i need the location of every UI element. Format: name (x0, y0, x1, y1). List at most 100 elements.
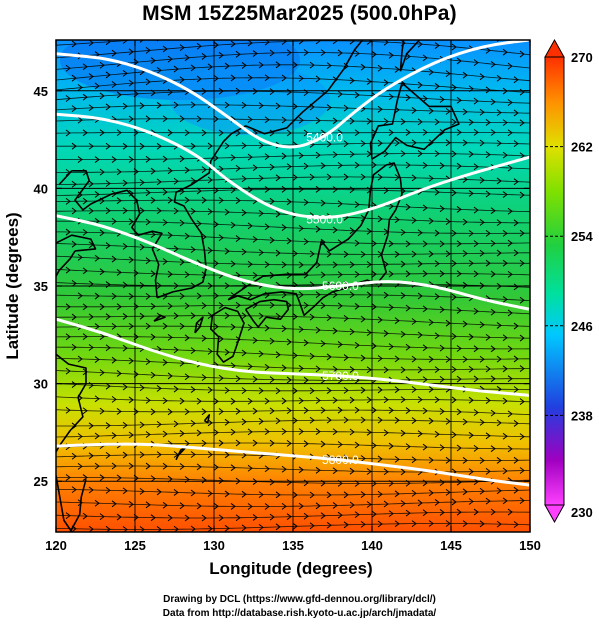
wind-arrow (117, 25, 121, 31)
wind-arrow (213, 429, 219, 436)
wind-arrow (111, 432, 117, 439)
wind-arrow (128, 156, 134, 163)
wind-arrow (388, 240, 394, 248)
wind-arrow (286, 407, 292, 415)
wind-arrow (247, 428, 253, 436)
wind-arrow (388, 304, 394, 311)
wind-arrow (145, 292, 151, 300)
wind-arrow (252, 87, 258, 95)
wind-arrow (349, 428, 355, 436)
wind-arrow (360, 354, 366, 362)
wind-arrow (513, 178, 519, 186)
wind-arrow (286, 479, 292, 486)
wind-arrow (201, 233, 207, 241)
wind-arrow (440, 19, 444, 25)
wind-arrow (468, 498, 474, 505)
wind-arrow (434, 229, 440, 237)
wind-arrow (139, 281, 145, 289)
wind-arrow (247, 464, 253, 472)
wind-arrow (383, 291, 389, 299)
wind-arrow (145, 218, 151, 226)
wind-arrow (213, 463, 219, 471)
wind-arrow (439, 205, 445, 213)
wind-arrow (99, 407, 105, 415)
wind-arrow (88, 180, 94, 188)
wind-arrow (184, 166, 190, 174)
wind-arrow (327, 27, 331, 33)
wind-arrow (292, 61, 298, 69)
wind-arrow (332, 186, 338, 193)
wind-arrow (519, 334, 525, 342)
wind-arrow (303, 339, 309, 347)
wind-arrow (286, 376, 292, 384)
wind-arrow (173, 101, 179, 109)
wind-arrow (145, 115, 151, 123)
wind-arrow (298, 466, 304, 474)
wind-arrow (298, 40, 304, 45)
wind-arrow (315, 428, 321, 435)
wind-arrow (485, 497, 491, 505)
wind-arrow (99, 229, 105, 237)
wind-arrow (128, 292, 134, 300)
wind-arrow (201, 408, 207, 416)
wind-arrow (507, 207, 513, 215)
wind-arrow (332, 327, 338, 335)
wind-arrow (383, 79, 389, 87)
wind-arrow (241, 524, 247, 532)
wind-arrow (162, 397, 168, 405)
wind-arrow (179, 397, 185, 405)
wind-arrow (201, 166, 207, 173)
wind-arrow (207, 451, 213, 459)
wind-arrow (349, 186, 355, 194)
wind-arrow (411, 417, 417, 424)
wind-arrow (502, 467, 508, 475)
wind-arrow (162, 45, 168, 53)
wind-arrow (230, 74, 236, 82)
wind-arrow (167, 196, 173, 204)
wind-arrow (377, 215, 383, 223)
wind-arrow (360, 250, 366, 258)
wind-arrow (377, 455, 383, 463)
wind-arrow (71, 343, 77, 351)
wind-arrow (145, 155, 151, 163)
wind-arrow (105, 71, 111, 79)
wind-arrow (513, 386, 519, 393)
wind-arrow (201, 53, 207, 60)
wind-arrow (71, 279, 77, 287)
wind-arrow (298, 224, 304, 232)
wind-arrow (400, 366, 406, 374)
wind-arrow (77, 116, 83, 124)
wind-arrow (394, 520, 400, 528)
wind-arrow (207, 525, 213, 532)
wind-arrow (88, 486, 94, 494)
y-tick-label: 30 (34, 377, 48, 392)
contour-label: 5600.0 (322, 279, 359, 293)
wind-arrow (303, 512, 309, 520)
wind-arrow (463, 32, 467, 38)
wind-arrow (150, 270, 156, 278)
colorbar-tick-label: 246 (571, 319, 593, 334)
wind-arrow (354, 271, 360, 278)
wind-arrow (473, 206, 479, 214)
wind-arrow (513, 355, 519, 363)
coastline (58, 170, 163, 298)
wind-arrow (145, 78, 151, 86)
wind-arrow (445, 250, 451, 258)
wind-arrow (207, 63, 213, 71)
wind-arrow (411, 107, 417, 114)
wind-arrow (173, 489, 179, 496)
wind-arrow (65, 197, 71, 205)
wind-arrow (230, 154, 236, 161)
wind-arrow (281, 224, 287, 231)
wind-arrow (394, 216, 400, 224)
wind-arrow (445, 355, 451, 363)
wind-arrow (394, 317, 400, 325)
wind-arrow (456, 270, 462, 278)
wind-arrow (128, 218, 134, 226)
wind-arrow (428, 250, 434, 258)
wind-arrow (519, 229, 525, 237)
wind-arrow (287, 17, 291, 23)
wind-arrow (496, 487, 502, 495)
wind-arrow (507, 271, 513, 278)
wind-arrow (485, 467, 491, 475)
